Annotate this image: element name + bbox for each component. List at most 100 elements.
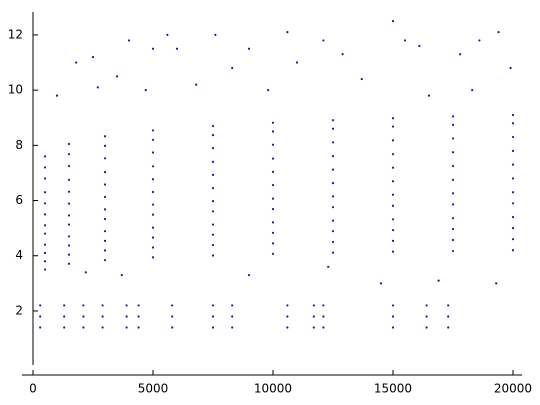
point [103,217,107,221]
point [271,183,275,187]
point [67,262,71,265]
point [497,31,500,34]
point [166,33,169,37]
point [211,326,215,329]
point [91,55,95,59]
point [101,315,104,318]
point [151,213,155,216]
point [43,177,47,180]
point [391,20,395,23]
point [67,153,71,156]
point [403,39,407,42]
point [425,304,428,307]
point [391,326,395,329]
point [322,39,325,42]
point [43,213,47,216]
y-tick-label: 4 [15,248,23,262]
point [312,326,315,329]
point [43,268,47,271]
point [360,77,363,81]
point [459,53,462,56]
point [211,315,215,318]
point [211,210,215,213]
point [331,168,335,171]
point [322,326,325,329]
y-tick-label: 10 [8,83,23,97]
point [43,243,47,246]
point [511,227,515,230]
point [511,113,515,117]
point [391,315,395,318]
point [211,173,215,176]
point [451,178,455,181]
point [271,143,275,146]
point [437,279,440,282]
point [43,224,47,227]
point [451,164,455,168]
point [451,123,455,127]
point [379,282,383,285]
point [286,315,289,318]
point [151,129,155,132]
point [171,304,174,307]
point [391,239,395,242]
point [63,326,66,329]
point [425,315,428,318]
point [447,326,450,329]
point [175,47,179,50]
point [331,230,335,233]
point [103,144,107,147]
point [103,259,107,262]
x-tick-label: 10000 [254,382,292,396]
point [331,182,335,185]
point [331,195,335,198]
point [286,304,289,307]
point [67,244,71,247]
point [327,265,330,268]
point [43,202,47,205]
point [286,326,289,329]
point [103,208,107,211]
point [82,304,85,307]
point [391,180,395,183]
point [171,326,174,329]
point [271,231,275,234]
point [137,304,140,307]
point [312,304,315,307]
point [271,170,275,173]
y-tick-label: 12 [8,27,23,41]
point [151,256,155,259]
point [211,233,215,236]
point [43,166,47,169]
point [267,89,270,92]
point [231,315,234,318]
point [231,66,234,70]
point [137,326,140,329]
point [391,125,395,128]
point [151,151,155,154]
point [43,251,47,255]
point [509,66,512,70]
point [67,223,71,226]
y-tick-label: 8 [15,138,23,152]
point [211,223,215,226]
point [427,94,431,97]
point [101,304,104,307]
point [391,204,395,207]
point [211,187,215,190]
point [103,171,107,174]
point [271,252,275,255]
point [447,315,450,318]
point [391,250,395,253]
point [151,226,155,229]
point [391,166,395,169]
point [82,326,85,329]
point [451,217,455,220]
point [39,315,42,318]
point [103,249,107,252]
point [391,228,395,232]
point [391,193,395,196]
point [511,149,515,152]
point [418,44,421,48]
